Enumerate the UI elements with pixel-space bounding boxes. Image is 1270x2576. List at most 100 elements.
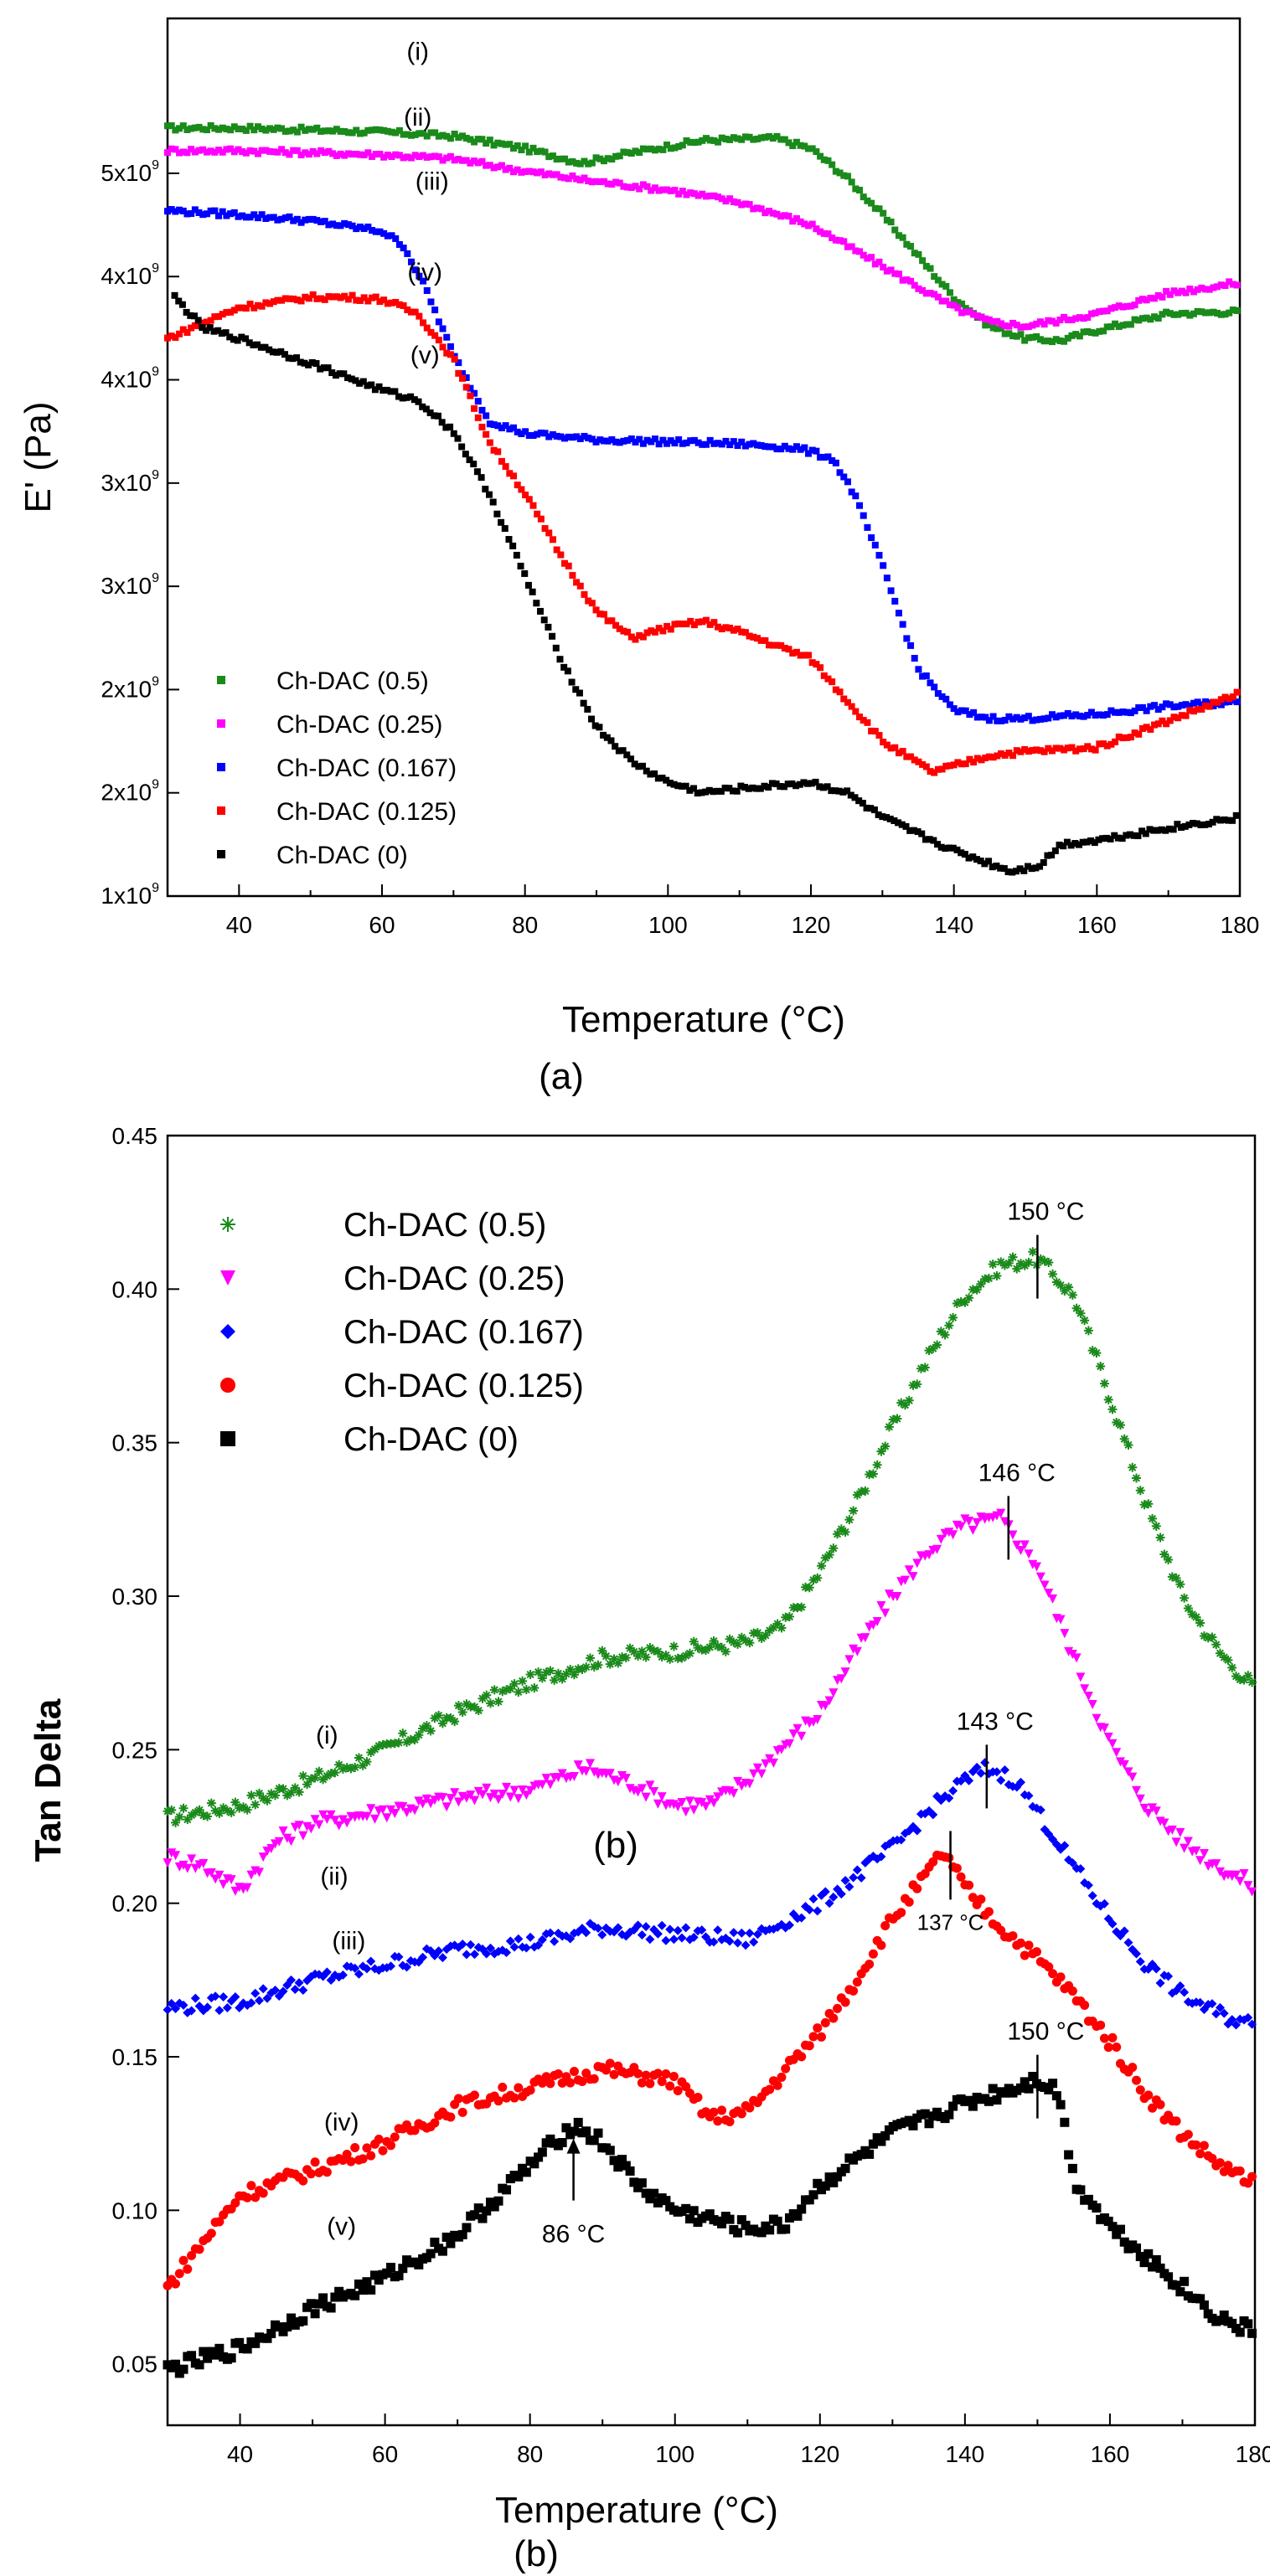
data-point [210,1874,220,1884]
panel-a-caption: (a) [539,1056,584,1097]
data-point [360,225,368,233]
data-point [435,132,442,140]
data-point [761,782,768,790]
data-point [908,1380,918,1390]
data-point [1138,827,1146,835]
data-point [199,2347,209,2357]
data-point [466,1790,476,1801]
data-point [502,1782,512,1792]
data-point [956,1776,966,1786]
data-point [690,139,698,147]
data-point [836,688,844,696]
data-point [206,2228,216,2239]
x-tick-label: 40 [227,2441,253,2467]
data-point [387,388,395,395]
data-point [1215,2158,1225,2168]
data-point [919,257,927,265]
data-point [613,1923,623,1933]
data-point [620,437,627,445]
data-point [250,147,258,155]
data-point [416,312,423,320]
data-point [585,597,592,605]
data-point [591,722,599,729]
data-point [534,1667,544,1677]
data-point [856,187,864,194]
data-point [880,2130,891,2141]
data-point [733,2228,743,2238]
data-point [306,1824,316,1834]
data-point [301,359,308,367]
y-tick-label: 0.05 [112,2352,158,2378]
x-tick-label: 60 [372,2441,398,2467]
data-point [171,2279,181,2289]
data-point [968,1893,978,1903]
data-point [358,1760,368,1770]
data-point [337,294,344,301]
data-point [914,828,922,836]
data-point [836,1889,846,1899]
data-point [694,439,702,446]
data-point [667,626,674,633]
data-point [701,1801,711,1811]
data-point [326,2303,336,2313]
data-point [483,140,490,147]
data-point [981,860,989,868]
data-point [1233,281,1241,289]
data-point [238,1802,248,1812]
arrow-head [566,2138,581,2154]
data-point [875,732,883,739]
data-point [514,428,521,435]
data-point [907,243,915,250]
data-point [1092,1713,1102,1723]
data-point [529,588,536,595]
data-point [887,266,895,274]
data-point [1005,713,1013,720]
data-point [342,2150,352,2160]
data-point [956,1522,966,1532]
data-point [899,234,906,241]
data-point [729,1789,739,1799]
data-point [865,1960,875,1970]
data-point [635,763,643,770]
data-point [473,1786,483,1796]
data-point [772,2080,782,2090]
data-point [920,1868,930,1878]
data-point [663,776,670,784]
data-point [919,672,927,680]
data-point [1044,1257,1054,1267]
curve-label: (iii) [332,1928,365,1955]
data-point [190,1807,200,1817]
data-point [1061,313,1068,321]
data-point [681,1807,691,1817]
data-point [597,1646,607,1656]
data-point [1020,1260,1030,1270]
panel-b-curve-labels: (i)(ii)(iii)(iv)(v) [316,1722,365,2241]
data-point [956,1872,966,1882]
data-point [651,628,658,636]
data-point [1205,821,1212,828]
data-point [329,293,337,301]
data-point [1025,323,1032,331]
data-point [1052,744,1060,752]
data-point [462,134,470,142]
data-point [302,126,309,134]
data-point [478,157,486,165]
data-point [302,216,309,224]
data-point [715,623,722,631]
data-point [884,1589,894,1600]
data-point [498,518,505,526]
data-point [741,200,749,208]
data-point [1029,322,1036,329]
data-point [585,434,592,441]
data-point [443,154,451,162]
data-point [836,469,844,477]
data-point [1107,2222,1118,2232]
data-point [254,123,261,131]
data-point [450,430,457,437]
data-point [1004,1258,1014,1268]
data-point [797,2204,807,2214]
data-point [230,307,238,314]
data-point [489,498,497,506]
data-point [715,138,722,146]
data-point [1102,834,1110,842]
